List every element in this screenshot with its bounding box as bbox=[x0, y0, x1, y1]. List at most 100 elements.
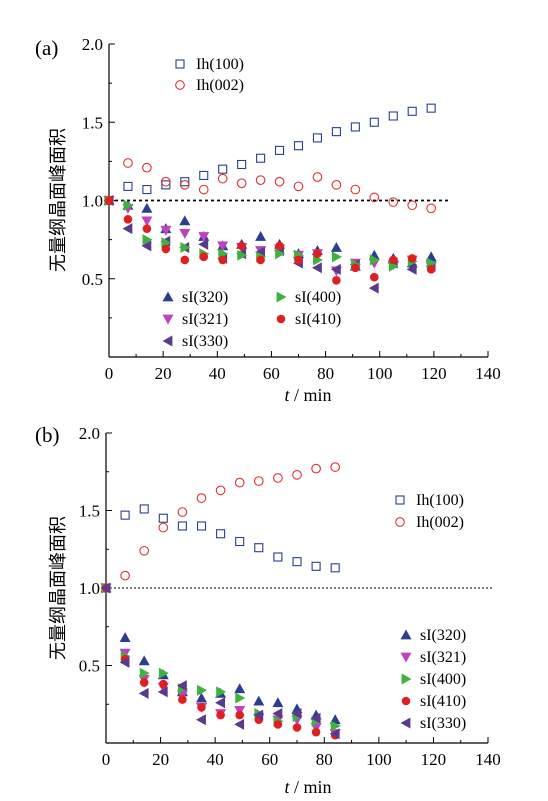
y-tick-label-a: 1.5 bbox=[82, 113, 103, 132]
data-point-si-330 bbox=[119, 656, 130, 668]
data-point-si-410 bbox=[216, 710, 225, 720]
data-point-si-330 bbox=[291, 708, 302, 720]
data-point-si-410 bbox=[161, 244, 171, 254]
x-tick-label-a: 20 bbox=[155, 364, 172, 383]
data-point-ih-002 bbox=[255, 175, 266, 186]
legend-label-si-330: sI(330) bbox=[420, 715, 466, 732]
x-axis-label-a: t / min bbox=[284, 385, 331, 405]
x-tick-label-a: 140 bbox=[475, 364, 501, 383]
data-point-ih-100 bbox=[292, 557, 302, 567]
data-point-si-330 bbox=[253, 709, 264, 721]
data-point-si-410 bbox=[159, 679, 168, 689]
series-si-410-a bbox=[104, 196, 436, 285]
data-point-si-410 bbox=[275, 241, 284, 251]
data-point-ih-100 bbox=[407, 106, 417, 116]
data-point-si-400 bbox=[235, 692, 246, 704]
data-point-si-321 bbox=[160, 225, 172, 236]
data-point-ih-100 bbox=[274, 145, 285, 155]
data-point-si-330 bbox=[196, 714, 206, 726]
data-point-ih-100 bbox=[237, 159, 247, 170]
data-point-si-400 bbox=[139, 667, 150, 679]
data-point-ih-100 bbox=[235, 536, 245, 547]
data-point-ih-002 bbox=[311, 463, 321, 474]
data-point-si-410 bbox=[311, 727, 321, 737]
data-point-ih-002 bbox=[312, 172, 323, 182]
data-point-ih-100 bbox=[330, 563, 340, 573]
y-tick-label-a: 0.5 bbox=[82, 270, 103, 289]
x-axis-var-b: t bbox=[284, 777, 290, 797]
data-point-ih-100 bbox=[388, 111, 398, 121]
legend-label-ih-002: Ih(002) bbox=[196, 77, 244, 94]
legend-marker-si-320 bbox=[400, 629, 412, 640]
data-point-si-410 bbox=[142, 224, 152, 233]
y-tick-label-b: 1.5 bbox=[79, 502, 100, 521]
data-point-ih-002 bbox=[253, 476, 264, 486]
legend-label-ih-100: Ih(100) bbox=[196, 56, 244, 73]
panel-label-b: (b) bbox=[35, 423, 60, 447]
y-axis-label-b: 无量纲晶面峰面积 bbox=[48, 516, 69, 660]
data-point-ih-100 bbox=[216, 529, 226, 539]
data-point-si-410 bbox=[199, 252, 209, 262]
series-si-330-b bbox=[100, 582, 340, 740]
x-tick-label-b: 0 bbox=[102, 750, 111, 769]
series-ih-100-b bbox=[101, 504, 340, 593]
data-point-si-410 bbox=[197, 703, 206, 712]
data-point-ih-002 bbox=[350, 184, 361, 195]
x-tick-label-a: 80 bbox=[317, 364, 334, 383]
y-tick-label-a: 2.0 bbox=[82, 35, 103, 54]
x-tick-label-a: 60 bbox=[263, 364, 280, 383]
data-point-ih-100 bbox=[312, 133, 323, 143]
data-point-si-320 bbox=[179, 215, 191, 226]
data-point-si-410 bbox=[407, 254, 417, 263]
data-point-ih-100 bbox=[177, 521, 187, 531]
legend-marker-ih-002 bbox=[395, 517, 405, 527]
data-point-si-330 bbox=[100, 582, 111, 594]
x-axis-label-b: t / min bbox=[284, 777, 331, 797]
data-point-ih-002 bbox=[161, 176, 171, 187]
data-point-si-400 bbox=[142, 234, 153, 246]
data-point-si-400 bbox=[123, 199, 134, 211]
data-point-si-410 bbox=[273, 720, 283, 729]
legend-label-si-321: sI(321) bbox=[182, 311, 228, 328]
data-point-si-320 bbox=[234, 683, 246, 694]
data-point-ih-002 bbox=[123, 158, 133, 168]
data-point-si-410 bbox=[178, 695, 187, 704]
data-point-ih-002 bbox=[330, 462, 341, 472]
legend-marker-si-321 bbox=[400, 652, 412, 663]
data-point-si-330 bbox=[310, 712, 321, 724]
data-point-ih-100 bbox=[350, 122, 360, 132]
y-tick-label-b: 1.0 bbox=[79, 579, 100, 598]
data-point-si-400 bbox=[158, 667, 169, 679]
data-point-ih-002 bbox=[196, 493, 207, 503]
data-point-si-410 bbox=[180, 255, 190, 265]
data-point-ih-002 bbox=[139, 545, 150, 556]
data-point-si-321 bbox=[141, 216, 153, 227]
data-point-ih-100 bbox=[254, 543, 264, 553]
panel-b: (b) 无量纲晶面峰面积 t / min 0 20 40 60 80 100 120 1400… bbox=[35, 423, 501, 797]
x-tick-label-a: 40 bbox=[209, 364, 226, 383]
x-tick-label-b: 60 bbox=[261, 750, 278, 769]
series-si-400-b bbox=[101, 582, 341, 732]
data-point-ih-002 bbox=[388, 197, 399, 207]
data-point-si-330 bbox=[138, 687, 149, 699]
data-point-si-320 bbox=[272, 697, 284, 708]
data-point-ih-002 bbox=[234, 477, 245, 488]
data-point-si-320 bbox=[119, 632, 131, 642]
data-point-si-330 bbox=[141, 240, 152, 252]
x-tick-label-a: 100 bbox=[367, 364, 393, 383]
data-point-si-410 bbox=[123, 214, 133, 224]
data-point-si-330 bbox=[234, 718, 245, 730]
data-point-si-321 bbox=[179, 228, 191, 239]
data-point-si-410 bbox=[332, 276, 341, 285]
data-point-ih-100 bbox=[256, 153, 266, 163]
data-point-si-410 bbox=[294, 255, 303, 265]
legend-marker-si-410 bbox=[401, 696, 411, 706]
data-point-si-400 bbox=[330, 720, 341, 732]
data-point-ih-002 bbox=[426, 203, 437, 214]
data-point-si-410 bbox=[292, 723, 302, 732]
x-axis-unit-b: / min bbox=[290, 777, 332, 797]
data-point-ih-100 bbox=[293, 141, 304, 151]
data-point-ih-002 bbox=[198, 184, 209, 195]
data-point-ih-002 bbox=[292, 470, 302, 480]
data-point-ih-100 bbox=[273, 552, 283, 562]
